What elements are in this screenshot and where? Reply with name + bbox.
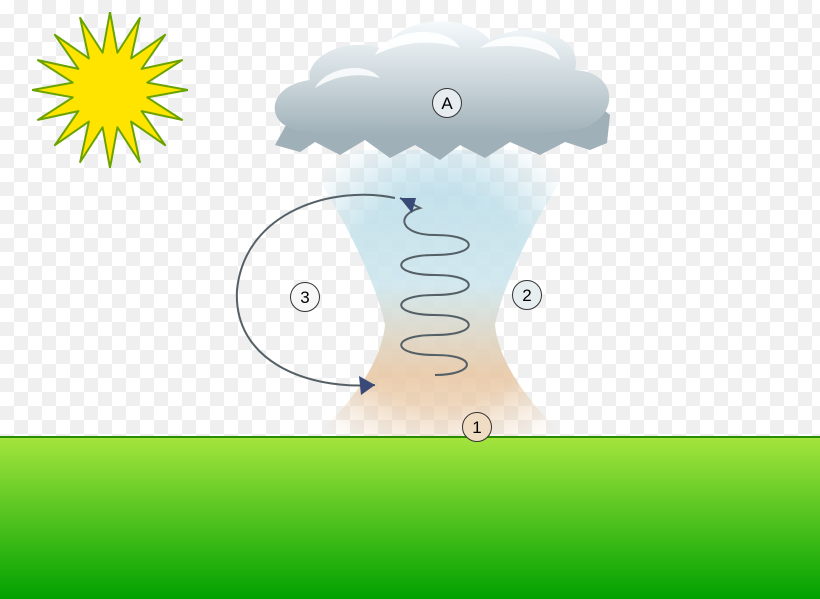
label-text: 2 bbox=[522, 287, 531, 304]
cumulus-cloud bbox=[255, 0, 625, 175]
label-2-updraft: 2 bbox=[512, 280, 542, 310]
descending-air-loop bbox=[225, 190, 425, 395]
ground-grass bbox=[0, 436, 820, 599]
label-3-downdraft: 3 bbox=[290, 282, 320, 312]
label-1-ground: 1 bbox=[462, 412, 492, 442]
diagram-canvas: A 1 2 3 bbox=[0, 0, 820, 599]
label-text: 3 bbox=[300, 289, 309, 306]
label-a-cloud: A bbox=[432, 88, 462, 118]
label-text: 1 bbox=[472, 419, 481, 436]
sun-icon bbox=[32, 12, 188, 168]
label-text: A bbox=[441, 95, 452, 112]
